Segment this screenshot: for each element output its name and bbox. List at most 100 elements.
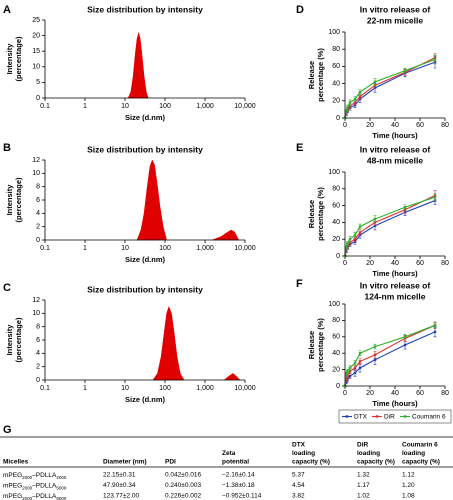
x-tick-label: 0.1 (40, 103, 50, 110)
data-point (348, 366, 352, 370)
x-tick-label: 1 (83, 103, 87, 110)
table-cell: −1.38±0.18 (222, 482, 255, 489)
chart-title: In vitro release of (360, 280, 431, 290)
panel-letter: D (296, 4, 304, 16)
y-tick-label: 40 (332, 80, 340, 87)
y-tick-label: 0 (336, 253, 340, 260)
data-point (348, 370, 352, 373)
name-part: –PDLLA (32, 472, 57, 479)
data-point (358, 352, 362, 355)
x-tick-label: 0.1 (40, 385, 50, 392)
axes (344, 172, 445, 257)
name-part: –PDLLA (32, 482, 57, 489)
table-cell: 22.15±0.31 (103, 472, 136, 479)
y-axis-title: (percentage) (14, 36, 23, 82)
data-point (433, 196, 437, 199)
x-axis-title: Time (hours) (372, 269, 418, 278)
y-tick-label: 0 (36, 237, 40, 244)
table-cell: 3.82 (292, 493, 305, 500)
x-tick-label: 100 (159, 103, 171, 110)
y-tick-label: 10 (32, 170, 40, 177)
series-line (344, 59, 436, 119)
series-line (344, 331, 436, 387)
chart-title: 48-nm micelle (367, 155, 423, 165)
panel-letter: B (3, 142, 11, 154)
table-header: Zeta (222, 450, 236, 457)
table-cell: 47.90±0.34 (103, 482, 136, 489)
x-tick-label: 100 (159, 245, 171, 252)
data-point (346, 374, 349, 378)
chart-panel: B Size distribution by intensity 0 2 4 6 8 10 12… (3, 142, 256, 264)
legend-marker (375, 415, 379, 418)
x-tick-label: 20 (366, 122, 374, 129)
table-cell: 1.17 (357, 482, 370, 489)
table-header: potential (222, 459, 249, 466)
name-part: mPEG (3, 482, 22, 489)
x-tick-label: 60 (416, 260, 424, 267)
x-tick-label: 80 (441, 390, 449, 397)
y-tick-label: 4 (36, 350, 40, 357)
table-header: capacity (%) (357, 459, 395, 466)
y-tick-label: 80 (332, 46, 340, 53)
y-axis-title: Intensity (5, 184, 14, 216)
y-tick-label: 40 (332, 350, 340, 357)
x-tick-label: 10,000 (234, 245, 256, 252)
table-cell: 1.02 (357, 493, 370, 500)
table-header: loading (292, 450, 315, 457)
data-point (403, 69, 407, 72)
axes (344, 304, 445, 387)
y-axis-title: Release (307, 331, 316, 359)
data-point (358, 360, 362, 363)
distribution-area (152, 305, 241, 381)
x-axis-title: Size (d.nm) (125, 255, 166, 264)
chart-title: In vitro release of (360, 4, 431, 14)
x-tick-label: 80 (441, 260, 449, 267)
data-point (358, 95, 362, 98)
subscript: 2000 (56, 475, 67, 480)
legend-label: DiR (384, 414, 395, 421)
x-axis-title: Time (hours) (372, 399, 418, 408)
table-header: DiR (357, 442, 369, 449)
y-tick-label: 40 (332, 219, 340, 226)
chart-title: Size distribution by intensity (87, 4, 203, 14)
y-tick-label: 10 (32, 64, 40, 71)
y-tick-label: 100 (328, 169, 340, 176)
data-point (403, 206, 407, 209)
data-point (345, 246, 348, 249)
x-tick-label: 60 (416, 122, 424, 129)
subscript: 5000 (56, 485, 67, 490)
y-tick-label: 12 (32, 297, 40, 304)
y-axis-title: percentage (%) (316, 318, 325, 372)
x-tick-label: 0.1 (40, 245, 50, 252)
y-tick-label: 20 (32, 32, 40, 39)
table-header: Coumarin 6 (402, 442, 438, 449)
distribution-area (127, 32, 149, 99)
y-tick-label: 4 (36, 210, 40, 217)
data-point (373, 345, 377, 348)
data-point (403, 335, 407, 338)
y-tick-label: 0 (336, 383, 340, 390)
chart-title: 124-nm micelle (365, 291, 426, 301)
table-cell: −2.16±0.14 (222, 472, 255, 479)
table-cell: 123.77±2.00 (103, 493, 139, 500)
x-tick-label: 20 (366, 260, 374, 267)
x-tick-label: 1,000 (196, 245, 214, 252)
panel-letter: C (3, 282, 11, 294)
y-tick-label: 6 (36, 337, 40, 344)
subscript: 2000 (22, 475, 33, 480)
table-cell: 0.042±0.016 (165, 472, 201, 479)
x-tick-label: 0 (343, 260, 347, 267)
x-axis-title: Size (d.nm) (125, 395, 166, 404)
y-tick-label: 80 (332, 317, 340, 324)
data-point (353, 361, 357, 365)
y-axis-title: Intensity (5, 324, 14, 356)
x-tick-label: 20 (366, 390, 374, 397)
data-point (353, 233, 357, 237)
data-point (353, 366, 357, 370)
y-axis-title: Release (307, 61, 316, 89)
data-point (346, 378, 349, 381)
y-tick-label: 20 (332, 98, 340, 105)
x-tick-label: 1,000 (196, 103, 214, 110)
